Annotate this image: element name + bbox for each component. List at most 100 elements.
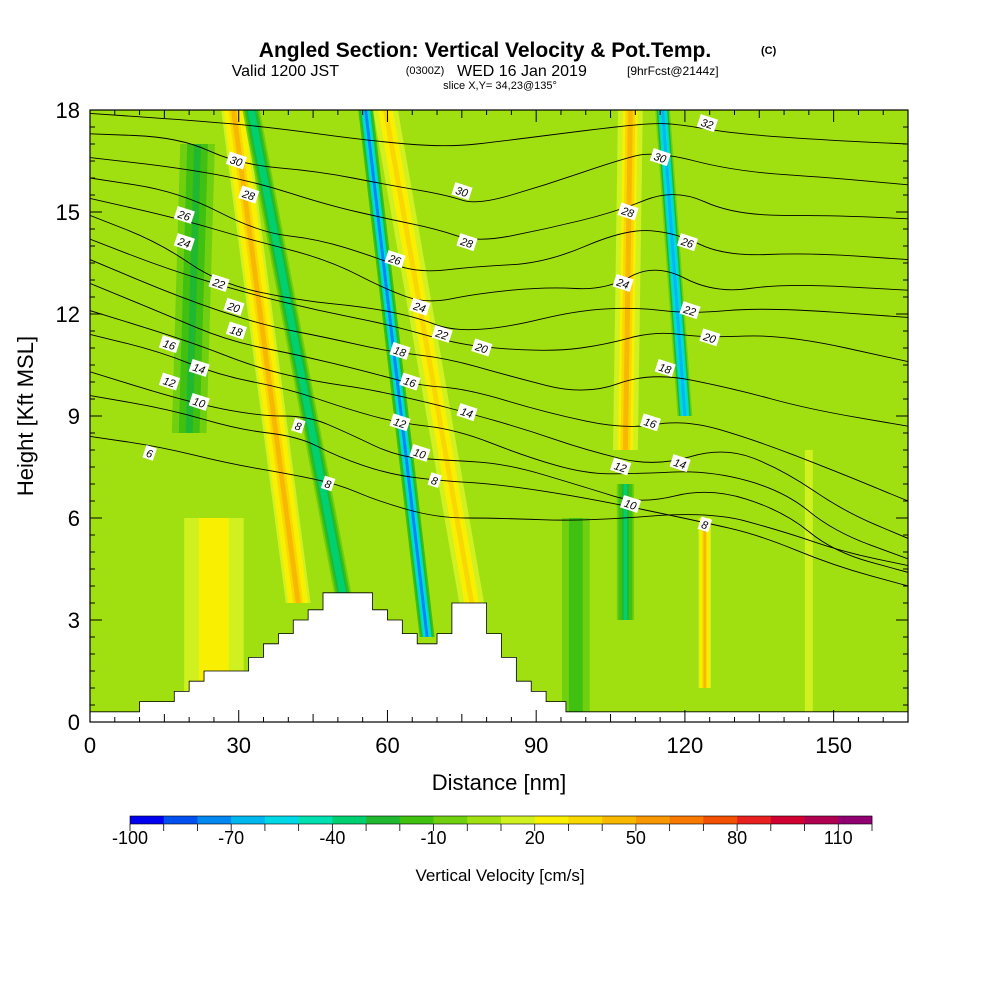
contour-label: 12 bbox=[610, 457, 632, 476]
contour-label-text: 20 bbox=[473, 341, 490, 357]
contour-label: 26 bbox=[676, 233, 699, 252]
y-tick-label: 12 bbox=[56, 302, 80, 327]
velocity-plume-3-band-1 bbox=[572, 518, 580, 712]
contour-label-text: 24 bbox=[175, 236, 191, 252]
colorbar-swatch bbox=[804, 816, 839, 824]
contour-label-box bbox=[639, 413, 661, 432]
contour-label: 32 bbox=[696, 114, 718, 133]
valid-date: WED 16 Jan 2019 bbox=[457, 63, 587, 80]
isentrope-8 bbox=[90, 395, 908, 587]
contour-label-box bbox=[188, 392, 210, 411]
terrain bbox=[90, 592, 908, 722]
contour-label-text: 8 bbox=[293, 420, 303, 434]
plot-area: 3028262422201816141210868302826242220181… bbox=[90, 110, 908, 722]
y-tick-label: 3 bbox=[68, 608, 80, 633]
y-tick-label: 18 bbox=[56, 98, 80, 123]
contour-label: 20 bbox=[471, 338, 493, 357]
contour-label: 22 bbox=[431, 324, 453, 343]
contour-label-text: 24 bbox=[411, 300, 427, 316]
contour-label: 24 bbox=[173, 233, 195, 252]
colorbar-swatch bbox=[838, 816, 873, 824]
colorbar-tick-label: -70 bbox=[218, 828, 244, 848]
contour-label-box bbox=[696, 114, 718, 133]
contour-label-box bbox=[158, 372, 181, 391]
contour-label-box bbox=[173, 233, 195, 252]
isentrope-26 bbox=[90, 177, 908, 272]
y-tick-label: 9 bbox=[68, 404, 80, 429]
colorbar-swatch bbox=[534, 816, 569, 824]
x-tick-label: 0 bbox=[84, 733, 96, 758]
contour-label-box bbox=[409, 443, 431, 462]
colorbar-swatch bbox=[163, 816, 198, 824]
slice-info: slice X,Y= 34,23@135° bbox=[443, 80, 557, 92]
contour-label: 8 bbox=[697, 516, 713, 533]
x-tick-label: 60 bbox=[375, 733, 399, 758]
contour-label-text: 10 bbox=[191, 396, 207, 411]
contour-label-box bbox=[399, 372, 421, 391]
colorbar-swatch bbox=[197, 816, 232, 824]
contour-label: 14 bbox=[456, 403, 478, 422]
contour-label-box bbox=[384, 250, 406, 269]
colorbar-swatch bbox=[399, 816, 434, 824]
contour-label-box bbox=[669, 454, 691, 473]
contour-label-box bbox=[389, 341, 411, 360]
contour-label: 18 bbox=[654, 358, 676, 377]
contour-label: 12 bbox=[158, 372, 181, 391]
contour-label-box bbox=[142, 445, 157, 461]
contour-label-text: 14 bbox=[191, 362, 206, 377]
contour-label-box bbox=[188, 358, 210, 377]
colorbar-tick-label: -40 bbox=[319, 828, 345, 848]
contour-label: 12 bbox=[389, 413, 411, 431]
contour-label: 20 bbox=[223, 297, 245, 316]
y-tick-label: 15 bbox=[56, 200, 80, 225]
colorbar-tick-label: 110 bbox=[824, 828, 853, 848]
contour-label: 8 bbox=[320, 475, 336, 492]
contour-label: 30 bbox=[225, 151, 247, 170]
contour-label-box bbox=[676, 233, 699, 252]
contour-label: 26 bbox=[384, 250, 406, 269]
contour-label: 8 bbox=[291, 417, 306, 434]
contour-label-box bbox=[679, 301, 701, 320]
contour-label-box bbox=[208, 273, 230, 292]
contour-label: 10 bbox=[409, 443, 431, 462]
isentrope-30 bbox=[90, 133, 908, 203]
valid-time: Valid 1200 JST bbox=[232, 63, 340, 80]
contour-label: 10 bbox=[619, 494, 642, 513]
y-tick-label: 0 bbox=[68, 710, 80, 735]
isentrope-24 bbox=[90, 197, 908, 302]
colorbar-swatch bbox=[298, 816, 333, 824]
contour-label-box bbox=[409, 297, 431, 316]
colorbar-tick-label: 20 bbox=[525, 828, 545, 848]
colorbar-swatch bbox=[467, 816, 502, 824]
contour-label-text: 30 bbox=[454, 185, 470, 200]
x-axis-label: Distance [nm] bbox=[432, 770, 567, 795]
contour-label: 22 bbox=[679, 301, 701, 320]
contour-label: 20 bbox=[699, 328, 721, 347]
contour-label-text: 18 bbox=[392, 345, 408, 360]
colorbar-swatch bbox=[602, 816, 637, 824]
contour-label-box bbox=[456, 403, 478, 422]
contour-label: 16 bbox=[639, 413, 661, 432]
contour-label: 14 bbox=[188, 358, 210, 377]
contour-label-box bbox=[612, 273, 634, 292]
colorbar-swatch bbox=[231, 816, 266, 824]
velocity-plume-9-band-1 bbox=[364, 110, 429, 637]
isentrope-18 bbox=[90, 259, 908, 427]
contour-label-box bbox=[697, 516, 713, 533]
contour-label-box bbox=[471, 338, 493, 357]
contour-label: 28 bbox=[456, 233, 478, 251]
contour-label-box bbox=[431, 324, 453, 343]
colorbar-swatch bbox=[130, 816, 165, 824]
contour-label: 28 bbox=[238, 185, 260, 204]
contour-label-text: 18 bbox=[657, 362, 673, 377]
contour-label-text: 8 bbox=[323, 478, 333, 492]
contour-label-text: 18 bbox=[228, 324, 244, 339]
velocity-plume-7-band-1 bbox=[249, 110, 350, 620]
isentrope-14 bbox=[90, 310, 908, 539]
contour-label-text: 6 bbox=[144, 448, 154, 462]
contour-label: 18 bbox=[389, 341, 411, 360]
contour-label-text: 8 bbox=[700, 519, 710, 533]
contour-label-box bbox=[320, 475, 336, 492]
colorbar-swatch bbox=[366, 816, 401, 824]
contour-label: 28 bbox=[617, 202, 639, 221]
